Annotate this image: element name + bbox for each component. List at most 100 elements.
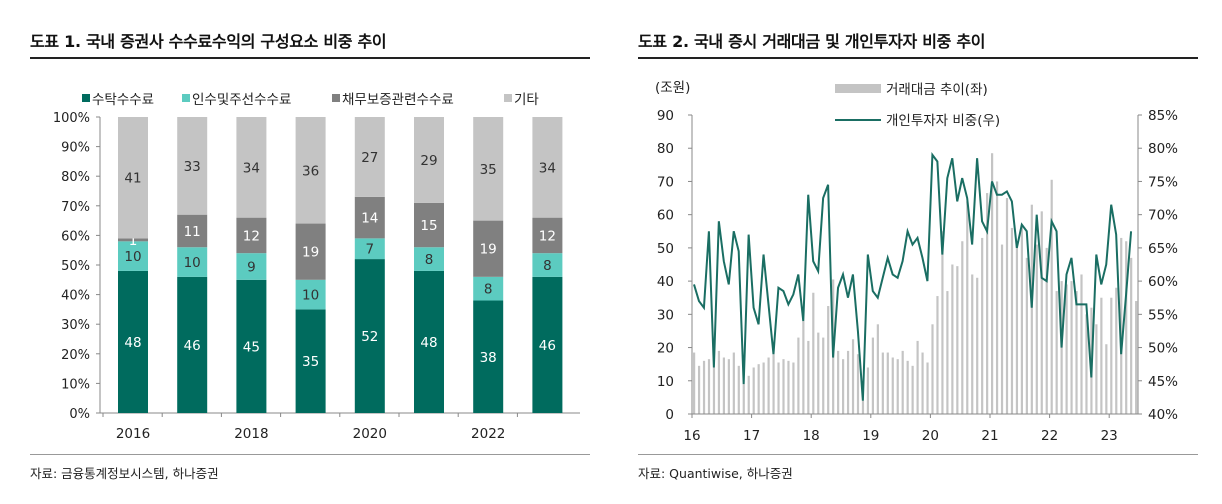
volume-bar	[707, 359, 711, 414]
volume-bar	[802, 320, 805, 414]
legend-swatch	[82, 94, 90, 102]
volume-bar	[742, 384, 745, 414]
data-label: 19	[302, 245, 319, 261]
volume-bar	[837, 350, 840, 414]
bar-segment-2021-2	[414, 202, 444, 248]
y-right-tick-label: 40%	[1148, 407, 1178, 423]
bar-segment-2017-0	[177, 276, 208, 413]
y-tick-label: 40%	[61, 289, 90, 304]
y-tick-label: 100%	[53, 111, 90, 126]
bar-segment-2021-1	[414, 247, 444, 271]
data-label: 34	[539, 160, 556, 176]
legend-label-share: 개인투자자 비중(우)	[886, 113, 1000, 129]
volume-bar	[1065, 284, 1068, 414]
y-tick-label: 50%	[61, 259, 90, 274]
volume-bar	[981, 237, 984, 414]
volume-bar	[747, 375, 750, 414]
y-left-tick-label: 60	[657, 208, 674, 224]
y-right-tick-label: 50%	[1148, 341, 1178, 357]
volume-bar	[757, 364, 760, 414]
bar-segment-2018-0	[236, 279, 267, 413]
data-label: 35	[480, 162, 497, 178]
volume-bar	[946, 291, 949, 414]
data-label: 33	[184, 159, 201, 175]
y-left-tick-label: 40	[657, 274, 674, 290]
data-label: 8	[425, 252, 434, 268]
volume-bar	[697, 365, 701, 414]
y-right-tick-label: 45%	[1148, 374, 1178, 390]
volume-bar	[693, 352, 696, 414]
volume-bar	[1070, 281, 1073, 414]
volume-bar	[1050, 179, 1053, 414]
volume-bar	[926, 362, 929, 414]
volume-bar	[911, 365, 914, 414]
volume-bar	[991, 153, 994, 414]
y-left-tick-label: 90	[657, 108, 674, 124]
volume-bar	[812, 292, 815, 414]
bar-segment-2021-0	[414, 270, 444, 413]
data-label: 14	[361, 211, 378, 227]
legend-swatch-volume	[835, 84, 881, 93]
volume-bar	[777, 362, 780, 414]
volume-bar	[727, 359, 730, 414]
volume-bar	[995, 181, 999, 414]
volume-bar	[1045, 247, 1048, 414]
legend-swatch	[332, 94, 340, 102]
volume-bar	[1075, 291, 1078, 414]
volume-bar	[1085, 314, 1088, 414]
bar-segment-2017-1	[177, 247, 208, 277]
bar-segment-2021-3	[414, 117, 444, 203]
volume-bar	[792, 362, 795, 414]
chart2-source: 자료: Quantiwise, 하나증권	[638, 466, 793, 481]
data-label: 46	[539, 338, 556, 354]
x-tick-label: 23	[1101, 428, 1118, 444]
bar-segment-2020-0	[354, 259, 385, 413]
volume-bar	[971, 274, 974, 414]
bar-segment-2022-0	[473, 300, 504, 413]
volume-bar	[807, 340, 810, 414]
individual-share-line	[693, 152, 1133, 401]
x-tick-label: 18	[803, 428, 820, 444]
chart2-source-rule	[638, 454, 1198, 455]
chart1-source-rule	[30, 454, 590, 455]
data-label: 8	[484, 282, 493, 298]
x-tick-label: 2018	[234, 426, 268, 442]
volume-bar	[866, 367, 870, 414]
volume-bar	[717, 350, 721, 414]
volume-bar	[956, 266, 959, 414]
data-label: 35	[302, 354, 319, 370]
bar-segment-2016-0	[118, 270, 148, 413]
data-label: 12	[539, 228, 556, 244]
volume-bar	[861, 400, 865, 414]
data-label: 15	[420, 218, 437, 234]
x-tick-label: 16	[683, 428, 700, 444]
bar-segment-2022-2	[473, 220, 504, 277]
data-label: 10	[302, 288, 319, 304]
y-tick-label: 60%	[61, 229, 90, 244]
y-right-tick-label: 80%	[1148, 141, 1178, 157]
volume-bar	[1055, 291, 1058, 414]
data-label: 36	[302, 163, 319, 179]
bar-segment-2020-1	[354, 238, 385, 260]
volume-bar	[722, 357, 725, 414]
y-left-tick-label: 20	[657, 341, 674, 357]
volume-bar	[797, 337, 800, 414]
bar-segment-2019-0	[295, 309, 326, 413]
x-tick-label: 2020	[353, 426, 387, 442]
y-right-tick-label: 55%	[1148, 307, 1178, 323]
bar-segment-2023-3	[532, 117, 563, 218]
data-label: 11	[184, 224, 201, 240]
data-label: 29	[420, 153, 437, 169]
volume-bar	[1135, 301, 1138, 414]
data-label: 34	[243, 160, 260, 176]
volume-bar	[817, 332, 820, 414]
data-label: 52	[361, 329, 378, 345]
legend-label-2: 채무보증관련수수료	[342, 92, 454, 108]
volume-bar	[772, 354, 775, 414]
data-label: 48	[420, 335, 437, 351]
volume-bar	[896, 359, 899, 414]
y-tick-label: 30%	[61, 318, 90, 333]
chart1-source: 자료: 금융통계정보시스템, 하나증권	[30, 466, 219, 481]
volume-bar	[822, 337, 825, 414]
